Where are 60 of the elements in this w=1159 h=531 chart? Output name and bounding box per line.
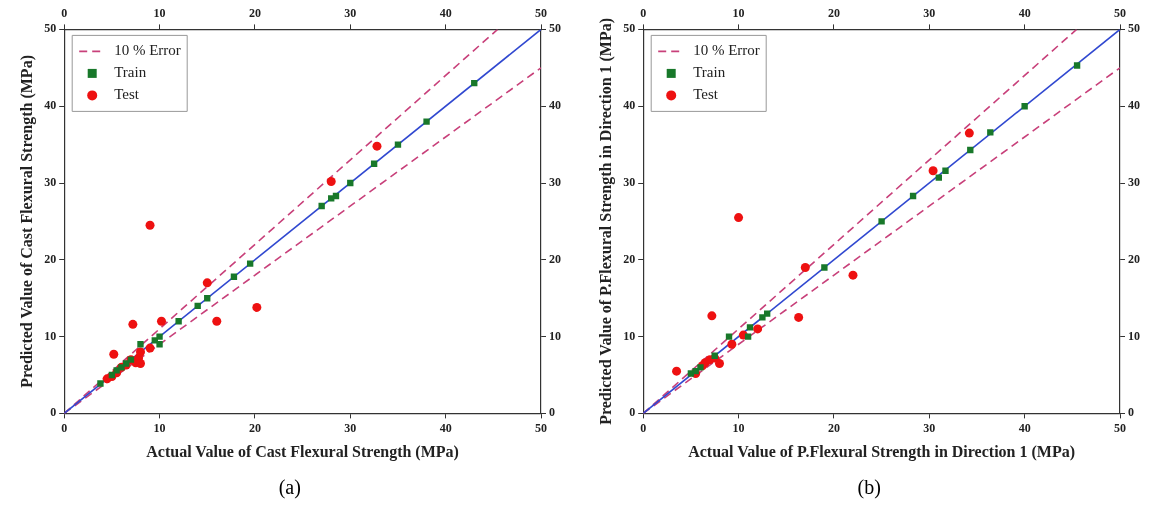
y2-tick-label: 50 xyxy=(548,21,561,36)
text: (b) xyxy=(857,476,881,499)
y-tick-label: 0 xyxy=(49,405,56,420)
legend-label: 10 % Error xyxy=(113,42,181,59)
y-tick-label: 10 xyxy=(43,328,56,343)
y-tick-label: 50 xyxy=(43,21,56,36)
x2-tick-label: 20 xyxy=(828,6,841,21)
x-tick-label: 30 xyxy=(923,420,936,435)
x2-tick-label: 40 xyxy=(439,6,452,21)
y-tick-label: 40 xyxy=(623,98,636,113)
y-tick-label: 50 xyxy=(623,21,636,36)
y2-tick-label: 40 xyxy=(548,98,561,113)
x2-tick-label: 50 xyxy=(534,6,547,21)
y2-tick-label: 20 xyxy=(1128,251,1141,266)
legend-label: Train xyxy=(693,64,726,81)
x2-tick-label: 0 xyxy=(60,6,67,21)
legend-label: 10 % Error xyxy=(693,42,761,59)
x2-tick-label: 30 xyxy=(344,6,357,21)
y2-tick-label: 50 xyxy=(1128,21,1141,36)
y2-tick-label: 10 xyxy=(1128,328,1141,343)
y2-tick-label: 0 xyxy=(1128,405,1135,420)
x-tick-label: 40 xyxy=(1018,420,1031,435)
y-tick-label: 40 xyxy=(43,98,56,113)
x-axis-title: Actual Value of Cast Flexural Strength (MPa) xyxy=(146,442,459,461)
x-tick-label: 0 xyxy=(60,420,67,435)
x-tick-label: 40 xyxy=(439,420,452,435)
y-tick-label: 30 xyxy=(43,175,56,190)
y2-tick-label: 20 xyxy=(548,251,561,266)
x-tick-label: 20 xyxy=(248,420,261,435)
x2-tick-label: 30 xyxy=(923,6,936,21)
x2-tick-label: 10 xyxy=(153,6,166,21)
x2-tick-label: 10 xyxy=(732,6,745,21)
x-tick-label: 10 xyxy=(153,420,166,435)
y-tick-label: 20 xyxy=(43,251,56,266)
x-tick-label: 50 xyxy=(1114,420,1127,435)
y-tick-label: 0 xyxy=(629,405,636,420)
y2-tick-label: 0 xyxy=(548,405,555,420)
x2-tick-label: 50 xyxy=(1114,6,1127,21)
x-tick-label: 50 xyxy=(534,420,547,435)
y2-tick-label: 10 xyxy=(548,328,561,343)
y2-tick-label: 30 xyxy=(1128,175,1141,190)
legend-label: Train xyxy=(113,64,147,81)
x-tick-label: 20 xyxy=(828,420,841,435)
x2-tick-label: 0 xyxy=(640,6,647,21)
y-tick-label: 20 xyxy=(623,251,636,266)
x-tick-label: 10 xyxy=(732,420,745,435)
text: (a) xyxy=(278,476,301,499)
y2-tick-label: 40 xyxy=(1128,98,1141,113)
x2-tick-label: 40 xyxy=(1018,6,1031,21)
x-tick-label: 0 xyxy=(640,420,647,435)
y-tick-label: 30 xyxy=(623,175,636,190)
y2-tick-label: 30 xyxy=(548,175,561,190)
x-axis-title: Actual Value of P.Flexural Strength in Direction 1 (MPa) xyxy=(688,442,1076,461)
y-axis-title: Predicted Value of Cast Flexural Strength (MPa) xyxy=(17,55,36,388)
y-axis-title: Predicted Value of P.Flexural Strength in Direction 1 (MPa) xyxy=(596,17,615,425)
legend-label: Test xyxy=(693,86,720,103)
x2-tick-label: 20 xyxy=(248,6,261,21)
y-tick-label: 10 xyxy=(623,328,636,343)
x-tick-label: 30 xyxy=(344,420,357,435)
legend-label: Test xyxy=(113,86,140,103)
